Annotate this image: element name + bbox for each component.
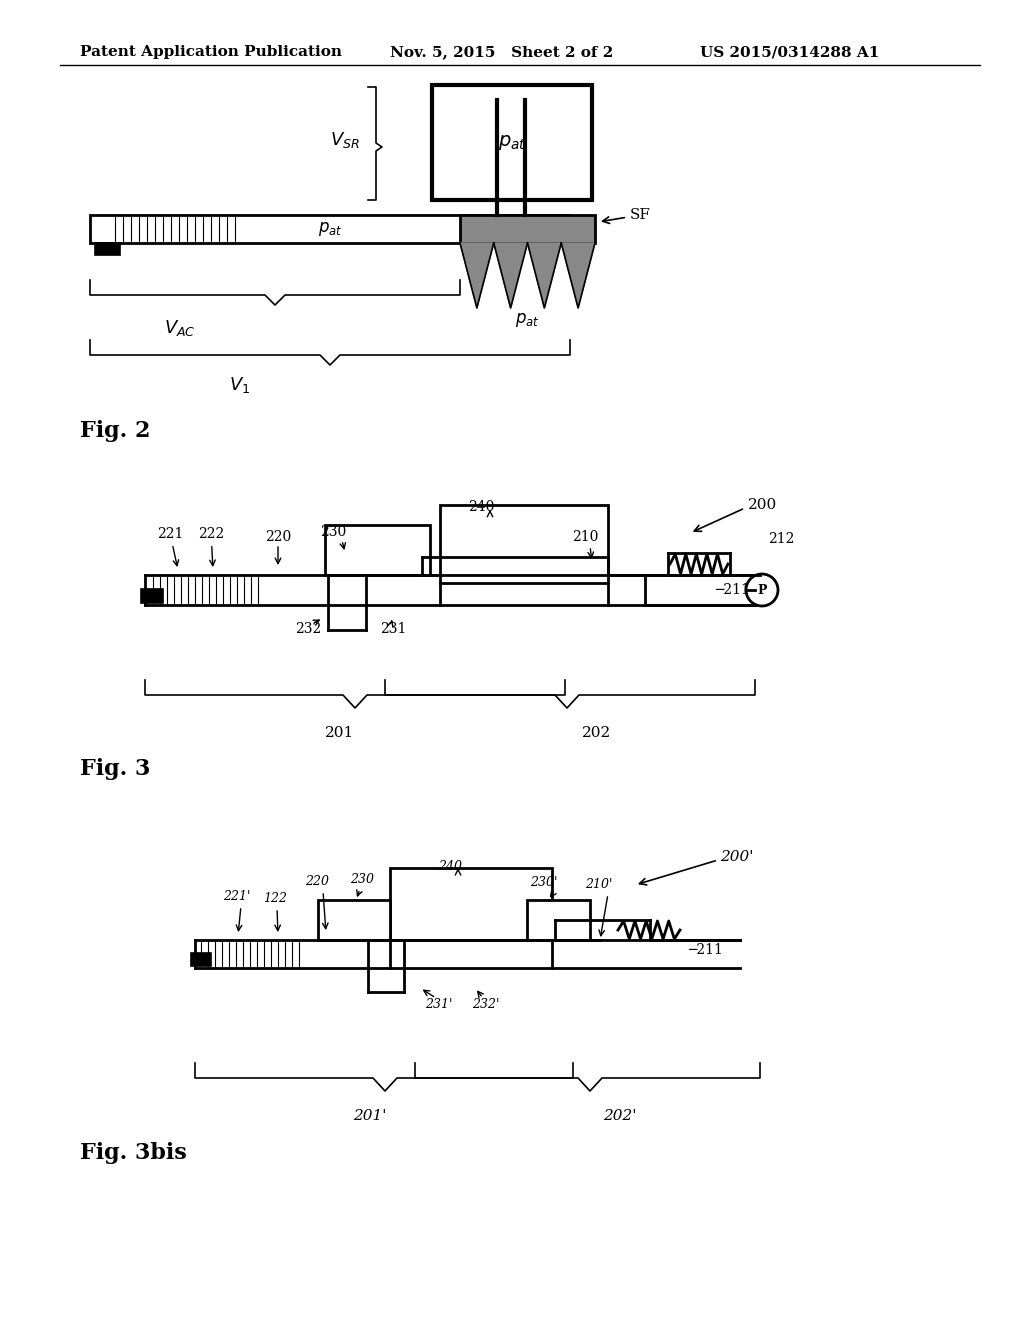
Text: 230: 230 [350, 873, 374, 886]
FancyBboxPatch shape [95, 243, 120, 255]
Text: 202: 202 [583, 726, 611, 741]
FancyBboxPatch shape [390, 869, 552, 940]
Text: Fig. 3: Fig. 3 [80, 758, 151, 780]
Text: 231: 231 [380, 622, 407, 636]
Text: 201': 201' [353, 1109, 387, 1123]
Text: $p_{at}$: $p_{at}$ [515, 312, 540, 329]
Text: 212: 212 [768, 532, 795, 546]
Text: $p_{at}$: $p_{at}$ [498, 133, 526, 152]
Text: 220: 220 [265, 531, 291, 544]
Text: Fig. 3bis: Fig. 3bis [80, 1142, 186, 1164]
Text: 201: 201 [326, 726, 354, 741]
Text: 210': 210' [585, 878, 612, 891]
Text: 232': 232' [472, 998, 500, 1011]
Polygon shape [460, 243, 494, 308]
Text: 210: 210 [572, 531, 598, 544]
Text: ─211: ─211 [715, 583, 750, 597]
FancyBboxPatch shape [440, 506, 608, 583]
FancyBboxPatch shape [460, 215, 595, 243]
FancyBboxPatch shape [191, 953, 211, 966]
Text: 200: 200 [748, 498, 777, 512]
Text: 232: 232 [295, 622, 322, 636]
Text: P: P [758, 583, 767, 597]
FancyBboxPatch shape [432, 84, 592, 201]
Text: Fig. 2: Fig. 2 [80, 420, 151, 442]
FancyBboxPatch shape [325, 525, 430, 576]
Polygon shape [494, 243, 527, 308]
Text: 221': 221' [223, 890, 251, 903]
Text: 240: 240 [468, 500, 495, 513]
Text: 202': 202' [603, 1109, 637, 1123]
Text: SF: SF [602, 209, 651, 223]
FancyBboxPatch shape [90, 215, 570, 243]
Text: US 2015/0314288 A1: US 2015/0314288 A1 [700, 45, 880, 59]
Text: 221: 221 [157, 527, 183, 566]
Text: 240: 240 [438, 861, 462, 873]
Text: 230': 230' [530, 876, 557, 888]
Text: $V_{AC}$: $V_{AC}$ [164, 318, 196, 338]
FancyBboxPatch shape [141, 589, 163, 603]
Text: Patent Application Publication: Patent Application Publication [80, 45, 342, 59]
Polygon shape [527, 243, 561, 308]
Text: 200': 200' [720, 850, 754, 865]
Polygon shape [561, 243, 595, 308]
Text: $V_1$: $V_1$ [229, 375, 251, 395]
Text: Nov. 5, 2015   Sheet 2 of 2: Nov. 5, 2015 Sheet 2 of 2 [390, 45, 613, 59]
Text: 231': 231' [425, 998, 453, 1011]
Text: 122: 122 [263, 892, 287, 906]
FancyBboxPatch shape [318, 900, 390, 940]
Text: $p_{at}$: $p_{at}$ [317, 220, 342, 238]
FancyBboxPatch shape [527, 900, 590, 940]
Text: 230: 230 [319, 525, 346, 539]
Text: 220: 220 [305, 875, 329, 888]
Text: 222: 222 [198, 527, 224, 566]
Text: $V_{SR}$: $V_{SR}$ [330, 129, 360, 150]
Text: ─211: ─211 [688, 942, 723, 957]
